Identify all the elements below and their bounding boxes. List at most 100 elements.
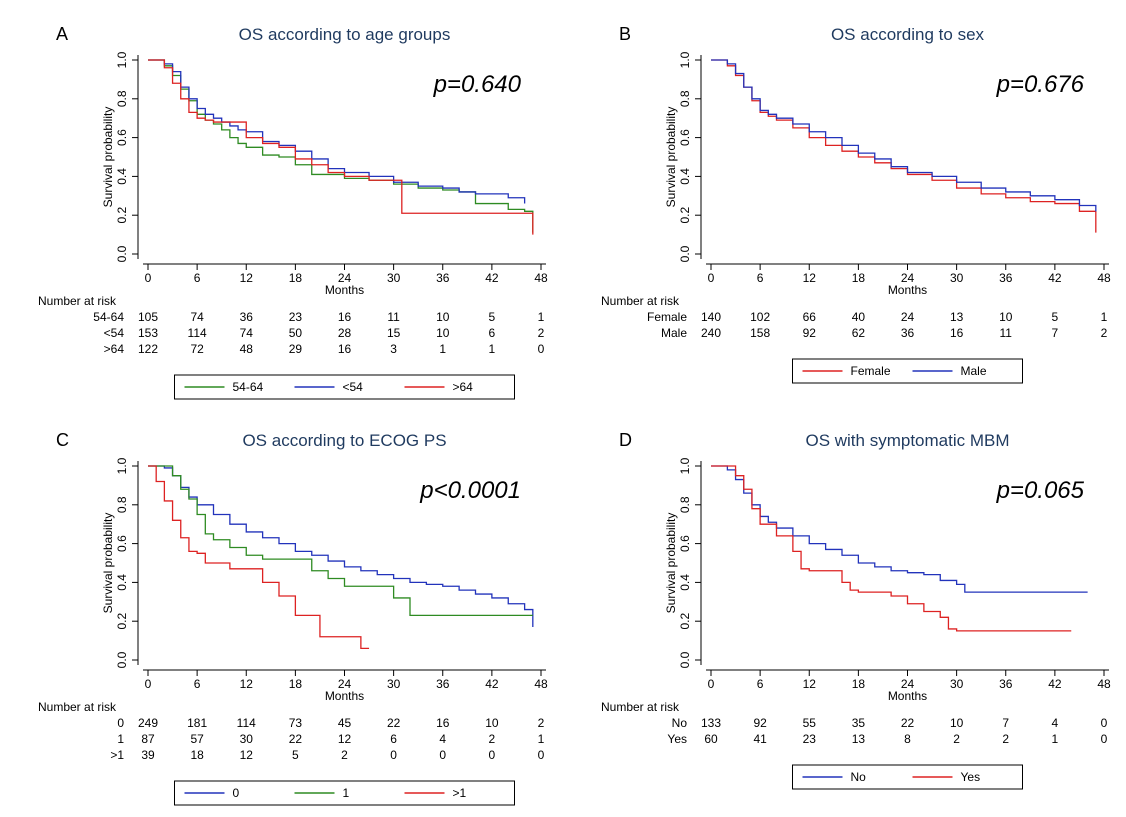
y-axis-label: Survival probability xyxy=(101,513,115,614)
risk-cell: 5 xyxy=(489,310,496,324)
risk-cell: 41 xyxy=(753,732,767,746)
risk-cell: 66 xyxy=(803,310,817,324)
y-tick-label: 1.0 xyxy=(678,457,692,474)
survival-curve-1 xyxy=(711,465,1072,632)
x-tick-label: 48 xyxy=(534,677,548,691)
x-tick-label: 30 xyxy=(387,271,401,285)
risk-row-label: No xyxy=(672,716,688,730)
survival-curve-1 xyxy=(148,465,533,617)
risk-cell: 2 xyxy=(1101,326,1108,340)
legend-label: 1 xyxy=(343,786,350,800)
km-plot-d: D OS with symptomatic MBM p=0.065 0.0 0.2 0.4… xyxy=(601,430,1111,790)
panel-letter: A xyxy=(56,24,68,44)
risk-cell: 12 xyxy=(338,732,352,746)
x-tick-label: 0 xyxy=(145,677,152,691)
x-tick-label: 30 xyxy=(950,677,964,691)
risk-cell: 105 xyxy=(138,310,158,324)
risk-cell: 29 xyxy=(289,342,303,356)
y-tick-label: 0.4 xyxy=(678,168,692,185)
risk-cell: 15 xyxy=(387,326,401,340)
risk-cell: 72 xyxy=(190,342,204,356)
risk-row-label: Yes xyxy=(667,732,687,746)
y-tick-label: 0.0 xyxy=(678,245,692,262)
risk-row-label: 54-64 xyxy=(93,310,124,324)
risk-cell: 22 xyxy=(901,716,915,730)
panel-letter: B xyxy=(619,24,631,44)
risk-cell: 18 xyxy=(190,748,204,762)
y-tick-label: 0.6 xyxy=(115,535,129,552)
y-tick-label: 0.2 xyxy=(678,613,692,630)
risk-cell: 122 xyxy=(138,342,158,356)
y-tick-label: 0.8 xyxy=(678,496,692,513)
risk-row-label: 0 xyxy=(117,716,124,730)
y-tick-label: 1.0 xyxy=(678,51,692,68)
risk-cell: 153 xyxy=(138,326,158,340)
risk-row-label: 1 xyxy=(117,732,124,746)
y-axis-label: Survival probability xyxy=(101,107,115,208)
risk-cell: 92 xyxy=(803,326,817,340)
y-tick-label: 0.6 xyxy=(115,129,129,146)
risk-cell: 16 xyxy=(950,326,964,340)
panel-c: C OS according to ECOG PS p<0.0001 0.0 0.2 0.… xyxy=(0,406,563,812)
risk-cell: 1 xyxy=(439,342,446,356)
risk-cell: 23 xyxy=(289,310,303,324)
risk-cell: 181 xyxy=(187,716,207,730)
legend-label: Male xyxy=(961,364,987,378)
risk-cell: 22 xyxy=(387,716,401,730)
legend-box xyxy=(174,780,515,806)
risk-cell: 0 xyxy=(1101,732,1108,746)
risk-cell: 1 xyxy=(489,342,496,356)
y-tick-label: 0.8 xyxy=(115,90,129,107)
y-axis-label: Survival probability xyxy=(664,513,678,614)
x-tick-label: 12 xyxy=(803,677,817,691)
risk-cell: 1 xyxy=(1052,732,1059,746)
risk-cell: 10 xyxy=(950,716,964,730)
risk-table-header: Number at risk xyxy=(601,700,680,714)
y-tick-label: 0.0 xyxy=(115,245,129,262)
risk-row-label: <54 xyxy=(104,326,125,340)
risk-cell: 7 xyxy=(1052,326,1059,340)
risk-cell: 114 xyxy=(237,716,256,730)
x-tick-label: 18 xyxy=(289,677,303,691)
y-axis-label: Survival probability xyxy=(664,107,678,208)
legend-label: Female xyxy=(851,364,891,378)
panel-a: A OS according to age groups p=0.640 0.0 0.2… xyxy=(0,0,563,406)
x-tick-label: 0 xyxy=(708,677,715,691)
x-tick-label: 0 xyxy=(708,271,715,285)
risk-cell: 8 xyxy=(904,732,911,746)
x-axis-label: Months xyxy=(325,689,364,703)
legend-label: 54-64 xyxy=(233,380,264,394)
x-tick-label: 36 xyxy=(436,271,450,285)
risk-cell: 1 xyxy=(538,732,545,746)
x-tick-label: 18 xyxy=(289,271,303,285)
y-tick-label: 1.0 xyxy=(115,51,129,68)
x-axis-label: Months xyxy=(888,689,927,703)
x-tick-label: 36 xyxy=(999,677,1013,691)
risk-cell: 74 xyxy=(240,326,254,340)
risk-cell: 6 xyxy=(489,326,496,340)
risk-cell: 0 xyxy=(538,748,545,762)
risk-cell: 10 xyxy=(999,310,1013,324)
risk-cell: 0 xyxy=(1101,716,1108,730)
risk-cell: 11 xyxy=(387,310,400,324)
chart-title: OS according to sex xyxy=(831,25,985,44)
p-value: p=0.065 xyxy=(996,477,1085,504)
x-tick-label: 24 xyxy=(901,271,915,285)
x-axis-label: Months xyxy=(325,283,364,297)
risk-cell: 0 xyxy=(538,342,545,356)
risk-cell: 2 xyxy=(489,732,496,746)
legend-box xyxy=(174,374,515,400)
risk-cell: 4 xyxy=(439,732,446,746)
risk-cell: 16 xyxy=(338,310,352,324)
x-tick-label: 36 xyxy=(999,271,1013,285)
y-tick-label: 0.0 xyxy=(115,651,129,668)
panel-letter: C xyxy=(56,430,69,450)
risk-cell: 50 xyxy=(289,326,303,340)
chart-title: OS according to age groups xyxy=(239,25,451,44)
y-tick-label: 0.0 xyxy=(678,651,692,668)
risk-cell: 92 xyxy=(753,716,767,730)
survival-curve-0 xyxy=(711,465,1088,593)
km-plot-a: A OS according to age groups p=0.640 0.0 0.2… xyxy=(38,24,548,400)
legend-label: >1 xyxy=(453,786,467,800)
risk-cell: 0 xyxy=(390,748,397,762)
